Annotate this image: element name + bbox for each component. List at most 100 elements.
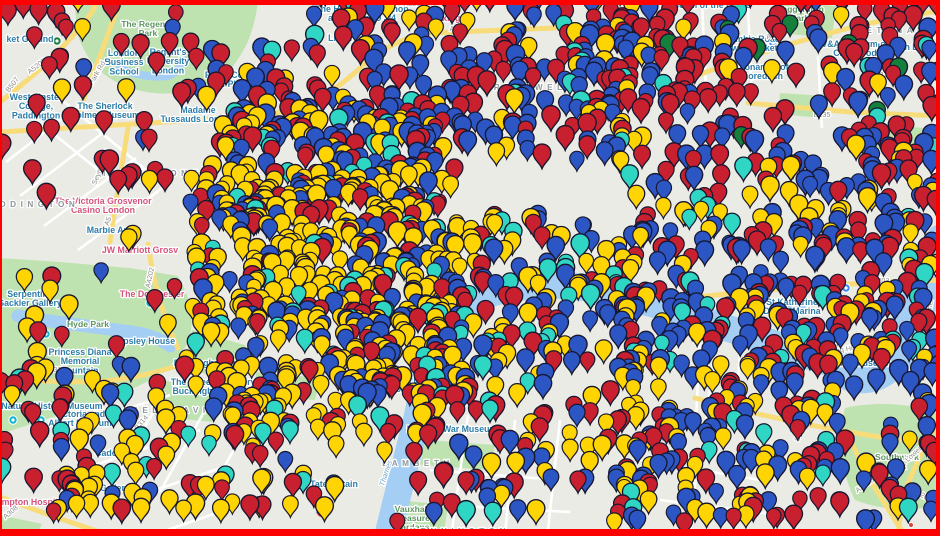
map-pin-marker[interactable] xyxy=(655,196,672,221)
map-pin-marker[interactable] xyxy=(568,403,586,429)
map-pin-marker[interactable] xyxy=(584,61,604,88)
map-pin-marker[interactable] xyxy=(816,403,834,428)
map-pin-marker[interactable] xyxy=(180,425,197,448)
map-pin-marker[interactable] xyxy=(166,278,183,301)
map-pin-marker[interactable] xyxy=(526,6,542,29)
map-pin-marker[interactable] xyxy=(600,380,620,408)
map-pin-marker[interactable] xyxy=(639,490,658,516)
map-pin-marker[interactable] xyxy=(506,0,525,23)
map-pin-marker[interactable] xyxy=(40,56,58,81)
map-pin-marker[interactable] xyxy=(158,313,177,340)
map-pin-marker[interactable] xyxy=(117,78,136,105)
map-pin-marker[interactable] xyxy=(267,431,285,455)
map-pin-marker[interactable] xyxy=(398,41,417,67)
map-pin-marker[interactable] xyxy=(526,498,546,527)
map-pin-marker[interactable] xyxy=(449,433,469,462)
map-pin-marker[interactable] xyxy=(650,378,667,402)
map-pin-marker[interactable] xyxy=(93,262,109,285)
map-pin-marker[interactable] xyxy=(869,73,887,99)
map-pin-marker[interactable] xyxy=(894,74,914,102)
map-pin-marker[interactable] xyxy=(732,239,751,266)
map-pin-marker[interactable] xyxy=(418,424,438,451)
map-pin-marker[interactable] xyxy=(732,335,749,359)
map-pin-marker[interactable] xyxy=(814,464,831,488)
map-pin-marker[interactable] xyxy=(156,408,176,436)
map-pin-marker[interactable] xyxy=(648,251,667,276)
map-pin-marker[interactable] xyxy=(653,49,670,73)
map-pin-marker[interactable] xyxy=(27,93,46,120)
map-pin-marker[interactable] xyxy=(186,332,205,359)
map-pin-marker[interactable] xyxy=(618,88,638,115)
map-pin-marker[interactable] xyxy=(532,143,552,171)
map-pin-marker[interactable] xyxy=(762,59,781,85)
map-pin-marker[interactable] xyxy=(809,94,828,121)
map-pin-marker[interactable] xyxy=(433,462,454,490)
map-pin-marker[interactable] xyxy=(546,235,566,263)
map-pin-marker[interactable] xyxy=(297,146,314,171)
map-pin-marker[interactable] xyxy=(26,120,43,145)
map-pin-marker[interactable] xyxy=(146,457,163,481)
map-pin-marker[interactable] xyxy=(776,40,795,67)
map-pin-marker[interactable] xyxy=(201,321,221,349)
map-pin-marker[interactable] xyxy=(595,141,614,167)
map-pin-marker[interactable] xyxy=(131,33,150,60)
map-pin-marker[interactable] xyxy=(140,169,159,195)
map-pin-marker[interactable] xyxy=(197,85,217,113)
map-pin-marker[interactable] xyxy=(312,374,330,400)
map-pin-marker[interactable] xyxy=(830,458,850,486)
map-pin-marker[interactable] xyxy=(727,82,746,109)
map-pin-marker[interactable] xyxy=(632,144,652,171)
map-pin-marker[interactable] xyxy=(283,39,300,63)
map-pin-marker[interactable] xyxy=(249,313,266,337)
map-pin-marker[interactable] xyxy=(53,325,70,349)
map-pin-marker[interactable] xyxy=(760,175,780,204)
map-pin-marker[interactable] xyxy=(424,501,443,527)
map-pin-marker[interactable] xyxy=(204,397,223,424)
map-pin-marker[interactable] xyxy=(0,457,12,485)
map-pin-marker[interactable] xyxy=(351,188,369,212)
map-pin-marker[interactable] xyxy=(327,435,345,460)
map-pin-marker[interactable] xyxy=(686,455,704,480)
map-pin-marker[interactable] xyxy=(649,453,668,480)
map-pin-marker[interactable] xyxy=(628,439,647,465)
map-pin-marker[interactable] xyxy=(569,150,585,173)
map-pin-marker[interactable] xyxy=(73,18,92,43)
map-pin-marker[interactable] xyxy=(712,355,730,381)
map-pin-marker[interactable] xyxy=(26,26,43,50)
map-pin-marker[interactable] xyxy=(3,384,21,409)
map-pin-marker[interactable] xyxy=(120,228,138,254)
map-pin-marker[interactable] xyxy=(174,355,195,384)
map-pin-marker[interactable] xyxy=(766,507,782,531)
map-pin-marker[interactable] xyxy=(693,200,710,224)
map-pin-marker[interactable] xyxy=(881,432,899,458)
map-pin-marker[interactable] xyxy=(533,373,553,401)
map-pin-marker[interactable] xyxy=(483,501,502,528)
map-pin-marker[interactable] xyxy=(61,106,81,134)
map-pin-marker[interactable] xyxy=(582,310,599,333)
map-pin-marker[interactable] xyxy=(350,39,371,67)
map-pin-marker[interactable] xyxy=(277,450,294,474)
map-pin-marker[interactable] xyxy=(481,399,499,425)
map-pin-marker[interactable] xyxy=(779,180,799,208)
map-pin-marker[interactable] xyxy=(281,420,299,446)
map-pin-marker[interactable] xyxy=(355,422,373,448)
map-pin-marker[interactable] xyxy=(739,358,756,381)
map-pin-marker[interactable] xyxy=(477,70,497,98)
map-pin-marker[interactable] xyxy=(798,467,816,492)
map-pin-marker[interactable] xyxy=(901,430,918,454)
map-pin-marker[interactable] xyxy=(578,135,597,161)
map-pin-marker[interactable] xyxy=(449,401,466,424)
map-pin-marker[interactable] xyxy=(243,126,263,154)
map-pin-marker[interactable] xyxy=(58,18,74,41)
map-pin-marker[interactable] xyxy=(830,491,850,519)
map-pin-marker[interactable] xyxy=(714,427,732,452)
map-pin-marker[interactable] xyxy=(545,3,562,28)
map-pin-marker[interactable] xyxy=(541,104,561,133)
map-pin-marker[interactable] xyxy=(524,213,542,239)
map-pin-marker[interactable] xyxy=(704,370,721,395)
map-pin-marker[interactable] xyxy=(305,485,323,510)
map-pin-marker[interactable] xyxy=(172,81,192,110)
map-pin-marker[interactable] xyxy=(636,286,656,314)
map-pin-marker[interactable] xyxy=(681,208,698,232)
map-pin-marker[interactable] xyxy=(791,284,808,308)
